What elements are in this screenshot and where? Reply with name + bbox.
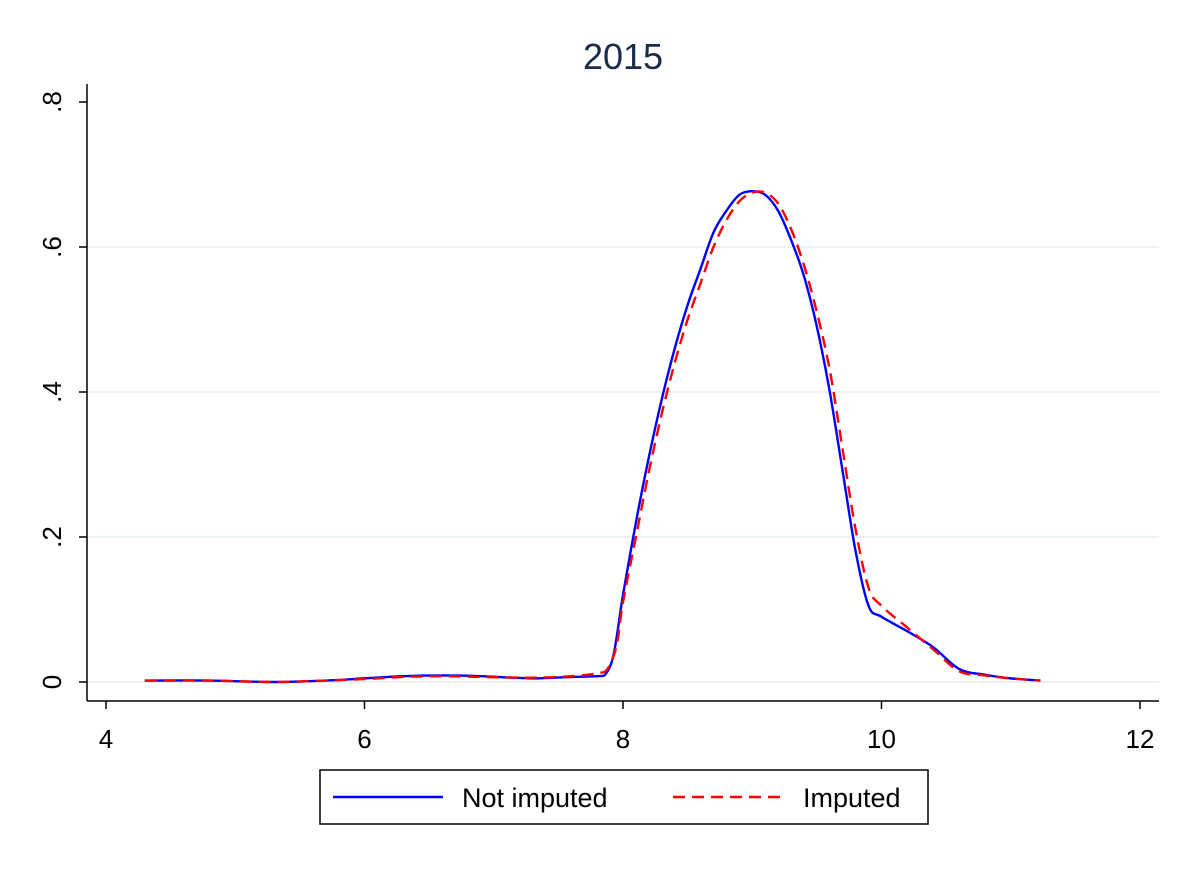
legend-label-not-imputed: Not imputed (462, 783, 608, 813)
x-tick-label: 12 (1126, 724, 1155, 754)
y-tick-label: 0 (37, 675, 67, 689)
x-tick-label: 6 (357, 724, 371, 754)
series-line-imputed (144, 190, 1041, 684)
y-tick-label: .4 (37, 381, 67, 403)
y-tick-label: .2 (37, 526, 67, 548)
chart-title: 2015 (583, 36, 663, 77)
x-tick-label: 4 (99, 724, 113, 754)
x-tick-label: 8 (616, 724, 630, 754)
legend: Not imputed Imputed (319, 769, 929, 825)
gridlines (88, 246, 1159, 683)
legend-label-imputed: Imputed (803, 783, 901, 813)
series-layer (144, 189, 1041, 684)
axes: 0 .2 .4 .6 .8 4 6 8 10 12 (37, 84, 1159, 754)
x-tick-label: 10 (867, 724, 896, 754)
y-tick-label: .6 (37, 236, 67, 258)
y-tick-label: .8 (37, 91, 67, 113)
